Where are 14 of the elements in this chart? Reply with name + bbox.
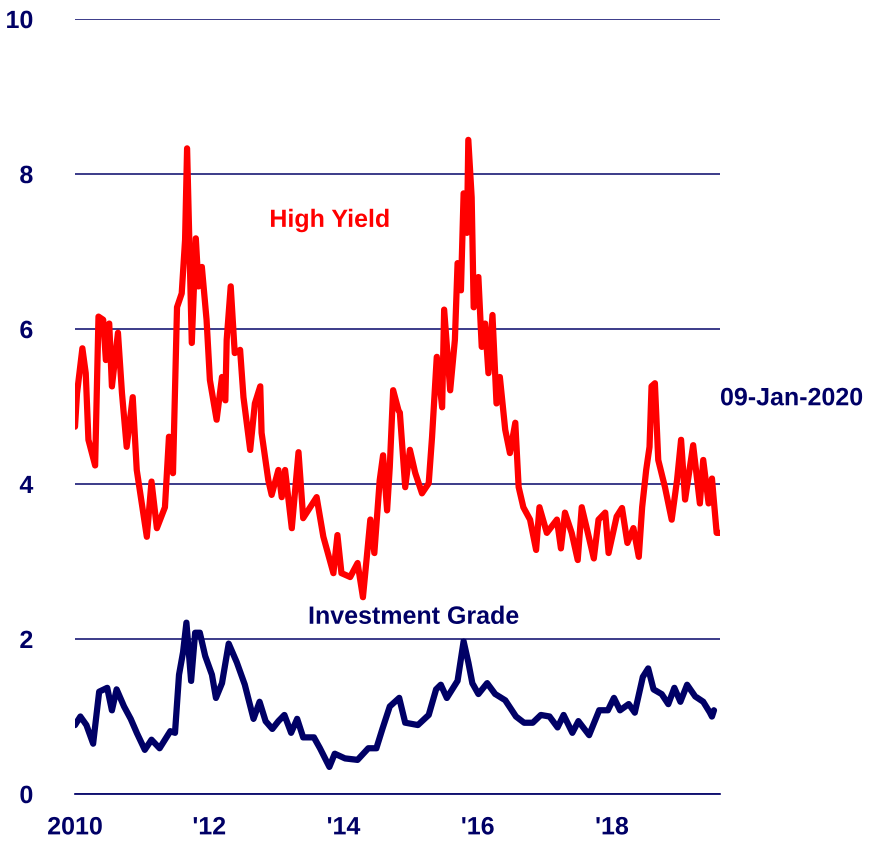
x-tick-label: '18 (596, 816, 628, 835)
y-tick-label: 6 (20, 320, 32, 338)
y-tick-label: 4 (20, 476, 34, 494)
x-tick-label: 2010 (48, 816, 102, 835)
text: Investment Grade (310, 606, 518, 624)
text: 09-Jan-2020 (720, 388, 862, 406)
y-tick-label: 0 (20, 786, 32, 804)
y-tick-label: 8 (20, 166, 33, 184)
y-tick-label: 10 (7, 10, 32, 28)
x-tick-label: '16 (462, 816, 494, 835)
x-tick-label: '12 (194, 816, 226, 834)
x-tick-label: '14 (328, 817, 360, 834)
y-tick-label: 2 (20, 630, 32, 648)
text: High Yield (271, 208, 389, 232)
